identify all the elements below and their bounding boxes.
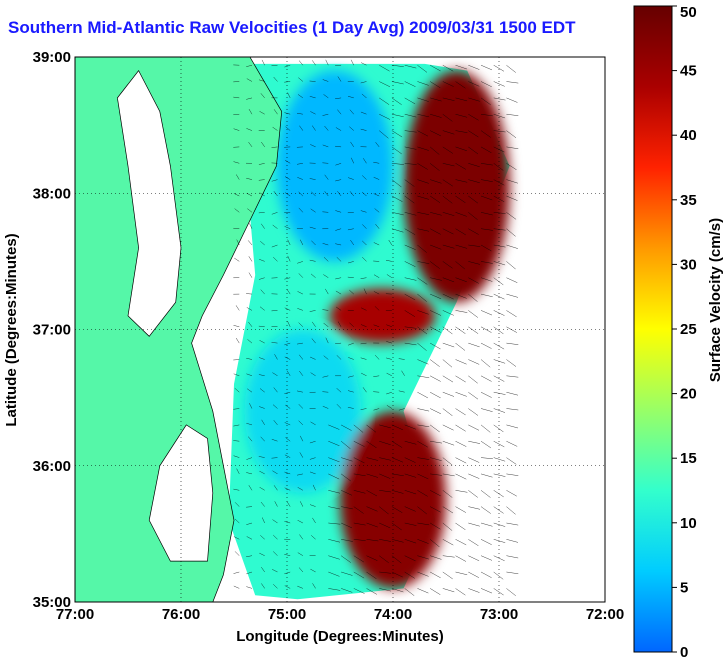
colorbar: 0 5 10 15 20 25 30 35 40 45 50 Surface Velocity (c… bbox=[633, 4, 724, 659]
x-tick-label: 77:00 bbox=[56, 606, 94, 623]
velocity-vectors bbox=[233, 59, 519, 596]
coastline-land bbox=[75, 57, 283, 602]
velocity-region-gulf-stream-north bbox=[403, 70, 510, 303]
colorbar-tick-label: 15 bbox=[680, 450, 697, 467]
velocity-region-northern-shelf-slow bbox=[276, 70, 394, 262]
velocity-region-shelf-break-front bbox=[329, 288, 436, 344]
colorbar-label: Surface Velocity (cm/s) bbox=[707, 218, 724, 382]
colorbar-tick-label: 0 bbox=[680, 644, 688, 659]
velocity-region-southern-shelf-slow bbox=[244, 329, 362, 493]
chart-title: Southern Mid-Atlantic Raw Velocities (1 … bbox=[8, 18, 576, 37]
colorbar-tick-label: 50 bbox=[680, 4, 697, 21]
y-tick-label: 36:00 bbox=[33, 458, 71, 475]
y-axis-ticks: 35:00 36:00 37:00 38:00 39:00 bbox=[33, 49, 71, 611]
colorbar-tick-label: 45 bbox=[680, 63, 697, 80]
x-tick-label: 73:00 bbox=[480, 606, 518, 623]
colorbar-tick-label: 20 bbox=[680, 386, 697, 403]
plot-area bbox=[74, 56, 606, 603]
colorbar-tick-label: 35 bbox=[680, 192, 697, 209]
x-tick-label: 76:00 bbox=[162, 606, 200, 623]
x-tick-label: 75:00 bbox=[268, 606, 306, 623]
velocity-region-gulf-stream-south bbox=[340, 411, 446, 589]
y-tick-label: 39:00 bbox=[33, 49, 71, 66]
colorbar-ticks: 0 5 10 15 20 25 30 35 40 45 50 bbox=[672, 4, 697, 659]
chesapeake-bay bbox=[117, 69, 182, 337]
colorbar-tick-label: 30 bbox=[680, 256, 697, 273]
y-tick-label: 35:00 bbox=[33, 594, 71, 611]
y-axis-label: Latitude (Degrees:Minutes) bbox=[3, 233, 20, 426]
plot-frame bbox=[74, 56, 606, 603]
velocity-arrows bbox=[233, 59, 519, 596]
x-axis-label: Longitude (Degrees:Minutes) bbox=[236, 628, 444, 645]
y-tick-label: 37:00 bbox=[33, 322, 71, 339]
y-tick-label: 38:00 bbox=[33, 185, 71, 202]
x-tick-label: 74:00 bbox=[374, 606, 412, 623]
colorbar-gradient bbox=[633, 5, 673, 653]
colorbar-tick-label: 5 bbox=[680, 579, 688, 596]
colorbar-tick-label: 40 bbox=[680, 127, 697, 144]
colorbar-tick-label: 10 bbox=[680, 515, 697, 532]
x-axis-ticks: 77:00 76:00 75:00 74:00 73:00 72:00 bbox=[56, 606, 624, 623]
colorbar-tick-label: 25 bbox=[680, 321, 697, 338]
x-tick-label: 72:00 bbox=[586, 606, 624, 623]
